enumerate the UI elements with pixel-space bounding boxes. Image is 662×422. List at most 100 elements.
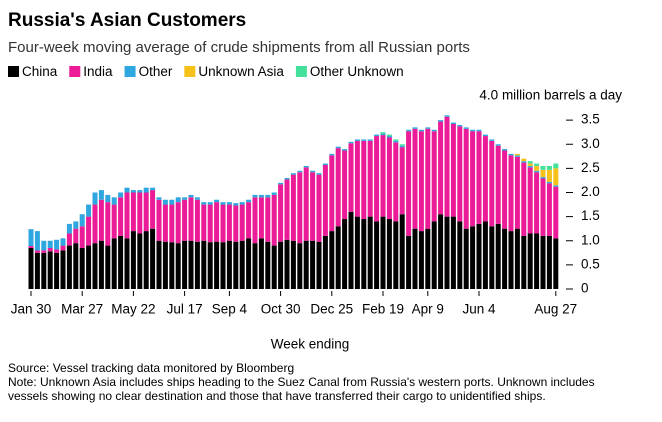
bar-segment — [521, 161, 527, 163]
bar-segment — [73, 221, 79, 229]
y-tick-label: 3.5 — [581, 112, 600, 127]
x-tick-label: Feb 19 — [362, 302, 404, 317]
bar-segment — [508, 155, 514, 232]
bar-segment — [527, 167, 533, 234]
bar-segment — [34, 250, 40, 253]
bar-segment — [553, 163, 559, 169]
bar-segment — [450, 123, 456, 217]
bar-segment — [182, 199, 188, 241]
bar-segment — [527, 163, 533, 166]
bar-segment — [201, 202, 207, 205]
bar-segment — [316, 241, 322, 289]
bar-segment — [130, 192, 136, 232]
bar-segment — [310, 240, 316, 289]
bar-segment — [495, 223, 501, 289]
legend-label: India — [83, 64, 113, 79]
y-tick-label: 4.0 million barrels a day — [479, 88, 622, 103]
bar-segment — [239, 240, 245, 289]
bar-segment — [393, 140, 399, 143]
bar-segment — [214, 199, 220, 203]
bar-segment — [194, 241, 200, 289]
bar-segment — [463, 127, 469, 129]
bar-segment — [182, 240, 188, 289]
bar-segment — [271, 245, 277, 289]
bar-segment — [252, 243, 258, 289]
bar-segment — [322, 164, 328, 236]
bar-segment — [111, 204, 117, 239]
bar-segment — [431, 129, 437, 132]
bar-segment — [418, 231, 424, 289]
bar-segment — [329, 231, 335, 289]
bar-segment — [418, 129, 424, 132]
y-tick-label: 1.0 — [581, 232, 600, 247]
bar-segment — [476, 129, 482, 132]
bar-segment — [546, 181, 552, 184]
bar-segment — [54, 239, 60, 250]
bar-segment — [534, 163, 540, 166]
bar-segment — [54, 252, 60, 289]
bar-segment — [194, 197, 200, 200]
bar-segment — [54, 249, 60, 253]
bar-segment — [28, 246, 34, 248]
bar-segment — [246, 238, 252, 289]
bar-segment — [265, 241, 271, 289]
bar-segment — [374, 134, 380, 137]
bar-segment — [540, 177, 546, 179]
bar-segment — [79, 226, 85, 248]
chart-title: Russia's Asian Customers — [8, 10, 246, 31]
bar-segment — [514, 155, 520, 157]
bar-segment — [476, 223, 482, 289]
bar-segment — [143, 187, 149, 193]
bar-segment — [162, 204, 168, 242]
bar-segment — [425, 228, 431, 289]
legend-swatch — [69, 66, 81, 77]
bar-segment — [514, 228, 520, 289]
bar-segment — [60, 250, 66, 289]
bar-segment — [169, 242, 175, 289]
bar-segment — [220, 204, 226, 243]
bar-segment — [86, 216, 92, 246]
bar-segment — [258, 238, 264, 289]
bar-segment — [98, 240, 104, 289]
bar-segment — [521, 158, 527, 162]
bar-segment — [367, 140, 373, 217]
bar-segment — [342, 219, 348, 289]
bar-segment — [335, 148, 341, 227]
bar-segment — [553, 238, 559, 289]
bar-segment — [546, 183, 552, 236]
legend-label: Unknown Asia — [198, 64, 284, 79]
bar-segment — [482, 221, 488, 289]
bar-segment — [521, 235, 527, 289]
bar-segment — [418, 131, 424, 232]
bar-segment — [316, 174, 322, 242]
bar-segment — [399, 145, 405, 148]
bar-segment — [150, 228, 156, 289]
bar-segment — [553, 185, 559, 187]
bar-segment — [380, 133, 386, 136]
bar-segment — [457, 124, 463, 127]
bar-segment — [118, 192, 124, 198]
bar-segment — [367, 216, 373, 289]
legend-swatch — [184, 66, 196, 77]
bar-segment — [310, 170, 316, 173]
bar-segment — [278, 184, 284, 242]
bar-segment — [105, 194, 111, 203]
chart-subtitle: Four-week moving average of crude shipme… — [8, 39, 470, 56]
bar-segment — [98, 199, 104, 241]
legend-swatch — [124, 66, 136, 77]
bar-segment — [514, 156, 520, 229]
bar-segment — [406, 235, 412, 289]
bar-segment — [527, 233, 533, 289]
note: Note: Unknown Asia includes ships headin… — [8, 375, 595, 403]
bar-segment — [425, 128, 431, 229]
bar-segment — [162, 241, 168, 289]
bar-segment — [367, 139, 373, 141]
bar-segment — [73, 228, 79, 244]
bar-segment — [540, 165, 546, 170]
bar-segment — [207, 242, 213, 289]
bar-segment — [188, 197, 194, 241]
bar-segment — [34, 252, 40, 289]
x-tick-label: Jun 4 — [462, 302, 496, 317]
bar-segment — [508, 153, 514, 156]
bar-segment — [386, 134, 392, 137]
